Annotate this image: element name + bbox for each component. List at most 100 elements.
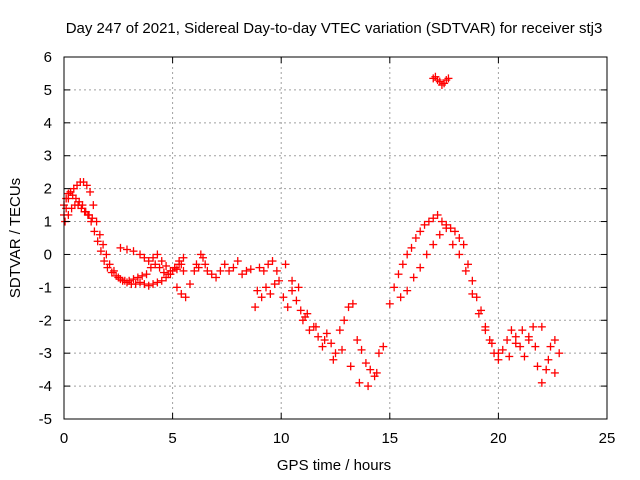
data-point bbox=[518, 326, 527, 335]
data-point bbox=[181, 293, 190, 302]
data-point bbox=[327, 339, 336, 348]
data-point bbox=[103, 263, 112, 272]
x-tick-label: 15 bbox=[381, 430, 398, 447]
data-point bbox=[516, 342, 525, 351]
data-point bbox=[140, 280, 149, 289]
data-point bbox=[216, 266, 225, 275]
data-point bbox=[329, 355, 338, 364]
data-point bbox=[314, 332, 323, 341]
data-point bbox=[420, 220, 429, 229]
data-point bbox=[340, 316, 349, 325]
data-point bbox=[533, 362, 542, 371]
data-point bbox=[311, 322, 320, 331]
data-point bbox=[272, 266, 281, 275]
data-point bbox=[437, 217, 446, 226]
data-point bbox=[474, 309, 483, 318]
data-point bbox=[459, 240, 468, 249]
data-point bbox=[448, 240, 457, 249]
data-point bbox=[505, 352, 514, 361]
data-point bbox=[379, 342, 388, 351]
data-point bbox=[355, 378, 364, 387]
y-tick-labels: -5 -4 -3 -2 -1 0 1 2 3 4 5 6 bbox=[39, 49, 52, 428]
data-point bbox=[292, 296, 301, 305]
data-point bbox=[544, 355, 553, 364]
data-point bbox=[550, 368, 559, 377]
data-point bbox=[86, 187, 95, 196]
y-tick-label: 2 bbox=[44, 181, 52, 198]
data-point bbox=[82, 181, 91, 190]
data-point bbox=[140, 253, 149, 262]
data-point bbox=[99, 240, 108, 249]
data-point bbox=[320, 336, 329, 345]
data-point bbox=[162, 261, 171, 270]
data-point bbox=[294, 283, 303, 292]
data-point bbox=[253, 286, 262, 295]
data-point bbox=[461, 266, 470, 275]
data-point bbox=[424, 217, 433, 226]
data-point bbox=[238, 270, 247, 279]
y-axis-label: SDTVAR / TECUs bbox=[7, 178, 24, 298]
data-point bbox=[409, 273, 418, 282]
data-point bbox=[353, 336, 362, 345]
data-point bbox=[157, 276, 166, 285]
data-point bbox=[361, 359, 370, 368]
data-point bbox=[90, 227, 99, 236]
y-tick-label: 1 bbox=[44, 214, 52, 231]
data-point bbox=[116, 243, 125, 252]
y-tick-label: -3 bbox=[39, 345, 52, 362]
y-tick-label: -2 bbox=[39, 312, 52, 329]
data-point bbox=[175, 257, 184, 266]
data-point bbox=[107, 268, 116, 277]
x-axis-label: GPS time / hours bbox=[277, 457, 391, 474]
data-point bbox=[131, 280, 140, 289]
data-point bbox=[153, 278, 162, 287]
x-tick-label: 20 bbox=[490, 430, 507, 447]
data-point bbox=[190, 266, 199, 275]
data-point bbox=[283, 303, 292, 312]
data-point bbox=[507, 326, 516, 335]
data-point bbox=[385, 299, 394, 308]
data-point bbox=[503, 336, 512, 345]
data-point bbox=[463, 260, 472, 269]
data-point bbox=[207, 270, 216, 279]
data-point bbox=[264, 260, 273, 269]
data-point bbox=[203, 266, 212, 275]
data-point bbox=[331, 349, 340, 358]
x-tick-labels: 0 5 10 15 20 25 bbox=[60, 430, 616, 447]
data-point bbox=[344, 303, 353, 312]
data-point bbox=[303, 309, 312, 318]
data-point bbox=[255, 263, 264, 272]
y-tick-label: -1 bbox=[39, 279, 52, 296]
data-point bbox=[122, 245, 131, 254]
data-point bbox=[366, 365, 375, 374]
data-point bbox=[242, 266, 251, 275]
data-point bbox=[78, 201, 87, 210]
y-tick-label: -4 bbox=[39, 378, 52, 395]
axis-ticks bbox=[63, 56, 608, 420]
data-point bbox=[481, 326, 490, 335]
data-point bbox=[396, 293, 405, 302]
data-point bbox=[149, 253, 158, 262]
data-point bbox=[537, 322, 546, 331]
y-tick-label: 4 bbox=[44, 115, 52, 132]
data-point bbox=[233, 257, 242, 266]
data-point bbox=[394, 270, 403, 279]
data-point bbox=[144, 281, 153, 290]
data-point bbox=[96, 247, 105, 256]
data-point bbox=[390, 283, 399, 292]
data-point bbox=[179, 266, 188, 275]
data-point bbox=[172, 283, 181, 292]
data-point bbox=[305, 326, 314, 335]
data-point bbox=[555, 349, 564, 358]
data-point bbox=[468, 289, 477, 298]
plot-frame bbox=[63, 56, 608, 420]
data-point bbox=[374, 349, 383, 358]
data-point bbox=[346, 362, 355, 371]
data-point bbox=[318, 342, 327, 351]
data-point bbox=[129, 275, 138, 284]
data-point bbox=[542, 365, 551, 374]
data-point bbox=[151, 260, 160, 269]
data-point bbox=[194, 263, 203, 272]
data-point bbox=[529, 322, 538, 331]
data-point bbox=[257, 293, 266, 302]
